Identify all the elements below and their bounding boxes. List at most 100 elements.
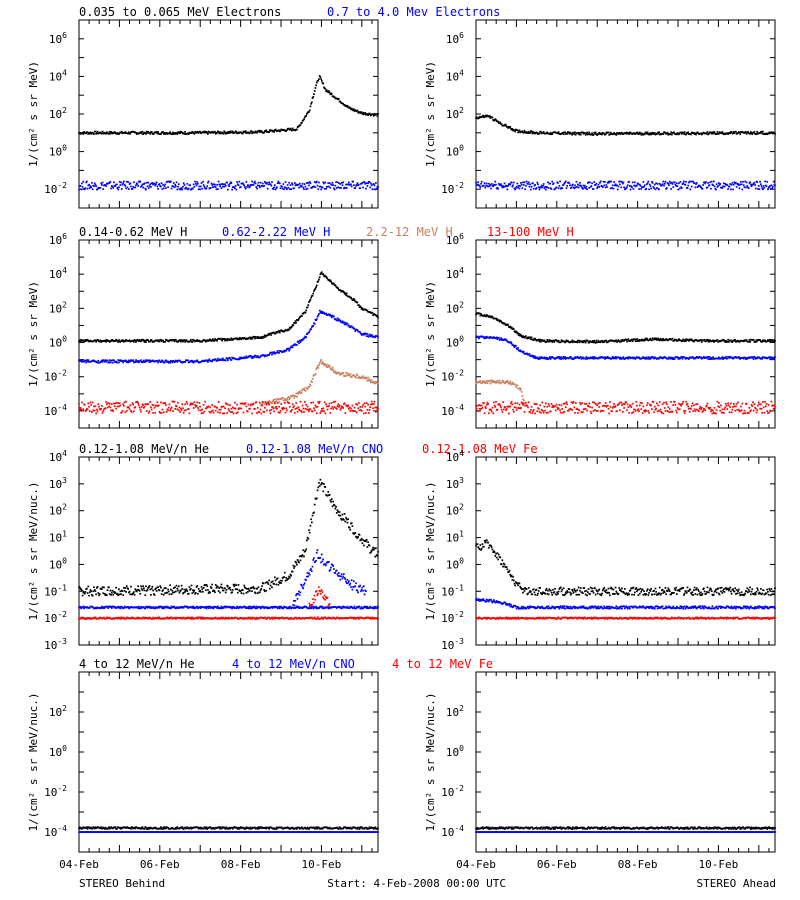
data-point bbox=[361, 406, 364, 408]
data-point bbox=[240, 407, 243, 410]
data-point bbox=[370, 400, 373, 403]
data-point bbox=[481, 380, 484, 383]
data-point bbox=[140, 185, 143, 187]
data-point bbox=[673, 339, 675, 342]
data-point bbox=[564, 356, 566, 358]
data-point bbox=[682, 400, 685, 403]
data-point bbox=[153, 182, 156, 185]
data-point bbox=[298, 125, 300, 127]
data-point bbox=[638, 356, 640, 359]
data-point bbox=[370, 381, 372, 384]
data-point bbox=[163, 185, 166, 187]
data-point bbox=[613, 403, 616, 405]
data-point bbox=[732, 132, 734, 135]
data-point bbox=[111, 185, 114, 188]
data-point bbox=[148, 184, 151, 187]
data-point bbox=[478, 404, 480, 406]
data-point bbox=[142, 339, 145, 342]
data-point bbox=[252, 402, 255, 405]
data-point bbox=[687, 339, 690, 341]
data-point bbox=[646, 402, 649, 404]
data-point bbox=[216, 359, 219, 362]
data-point bbox=[748, 357, 751, 360]
data-point bbox=[263, 354, 265, 357]
data-point bbox=[755, 132, 758, 135]
data-point bbox=[529, 336, 532, 339]
data-point bbox=[222, 185, 224, 188]
data-point bbox=[741, 188, 744, 191]
data-point bbox=[532, 130, 534, 133]
data-point bbox=[531, 132, 534, 135]
data-point bbox=[683, 356, 686, 359]
data-point bbox=[636, 404, 638, 407]
data-point bbox=[488, 185, 491, 187]
data-point bbox=[271, 181, 273, 183]
data-point bbox=[565, 339, 568, 342]
data-point bbox=[322, 407, 325, 410]
data-point bbox=[597, 357, 600, 360]
y-tick-exponent: -4 bbox=[57, 403, 67, 412]
data-point bbox=[236, 411, 239, 414]
data-point bbox=[325, 312, 327, 315]
data-point bbox=[713, 407, 716, 409]
data-point bbox=[497, 182, 500, 185]
data-point bbox=[255, 401, 258, 403]
y-axis-label: 1/(cm² s sr MeV) bbox=[424, 281, 437, 387]
data-point bbox=[651, 408, 653, 410]
data-point bbox=[594, 131, 597, 134]
data-point bbox=[354, 330, 357, 332]
data-point bbox=[159, 412, 162, 414]
data-point bbox=[581, 131, 584, 134]
data-point bbox=[368, 378, 371, 381]
data-point bbox=[251, 403, 254, 406]
data-point bbox=[728, 411, 731, 414]
data-point bbox=[516, 402, 519, 405]
data-point bbox=[496, 186, 499, 189]
data-point bbox=[217, 180, 220, 183]
data-point bbox=[683, 180, 685, 183]
data-point bbox=[693, 340, 695, 343]
data-point bbox=[319, 273, 322, 276]
data-point bbox=[707, 340, 709, 343]
data-point bbox=[575, 180, 578, 183]
data-point bbox=[371, 335, 374, 337]
data-point bbox=[182, 182, 185, 184]
data-point bbox=[759, 407, 761, 410]
data-point bbox=[716, 186, 719, 188]
data-point bbox=[622, 402, 625, 405]
data-point bbox=[514, 188, 517, 191]
data-point bbox=[319, 412, 322, 414]
data-point bbox=[253, 181, 256, 184]
data-point bbox=[748, 339, 751, 341]
data-point bbox=[336, 372, 338, 375]
data-point bbox=[362, 404, 364, 406]
data-point bbox=[272, 129, 275, 132]
data-point bbox=[600, 132, 603, 135]
data-point bbox=[764, 405, 767, 408]
data-point bbox=[308, 386, 311, 388]
data-point bbox=[570, 132, 573, 135]
data-point bbox=[518, 333, 521, 335]
data-point bbox=[749, 181, 751, 184]
data-point bbox=[752, 339, 755, 341]
data-point bbox=[583, 408, 586, 410]
data-point bbox=[118, 361, 120, 364]
data-point bbox=[577, 339, 580, 342]
plot-frame bbox=[78, 19, 379, 209]
data-point bbox=[559, 409, 561, 412]
data-point bbox=[369, 186, 372, 189]
data-point bbox=[303, 188, 305, 191]
data-point bbox=[370, 335, 372, 338]
data-point bbox=[609, 131, 612, 134]
data-point bbox=[258, 129, 261, 132]
data-point bbox=[766, 340, 769, 343]
data-point bbox=[118, 405, 120, 408]
data-point bbox=[599, 180, 602, 183]
data-point bbox=[199, 130, 201, 133]
data-point bbox=[85, 132, 88, 135]
data-point bbox=[332, 184, 335, 187]
data-point bbox=[287, 347, 290, 350]
data-point bbox=[101, 130, 104, 133]
data-point bbox=[562, 402, 565, 405]
